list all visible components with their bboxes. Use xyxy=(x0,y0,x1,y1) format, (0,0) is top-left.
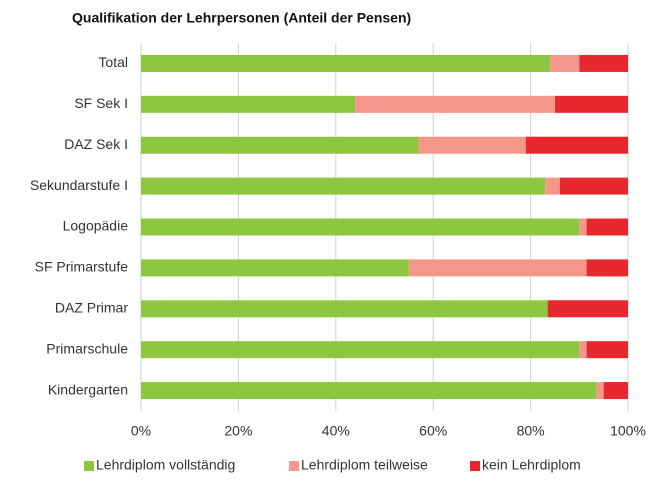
bar-segment xyxy=(559,177,628,195)
bar-segment xyxy=(141,218,580,236)
bar-segment xyxy=(545,177,560,195)
bar-segment xyxy=(355,95,555,113)
bar-segment xyxy=(141,177,546,195)
chart-title: Qualifikation der Lehrpersonen (Anteil d… xyxy=(72,10,411,26)
bar-segment xyxy=(547,300,628,318)
x-tick-label: 100% xyxy=(610,423,646,439)
bar-segment xyxy=(550,54,580,72)
legend-swatch xyxy=(84,461,94,471)
bar-segment xyxy=(579,54,628,72)
y-tick-label: Total xyxy=(98,54,128,70)
x-tick-label: 0% xyxy=(131,423,151,439)
y-tick-label: Logopädie xyxy=(63,218,129,234)
bar-segment xyxy=(554,95,628,113)
bar-segment xyxy=(603,382,628,400)
bar-segment xyxy=(141,54,551,72)
legend-label: kein Lehrdiplom xyxy=(482,457,581,473)
x-tick-label: 20% xyxy=(224,423,252,439)
bar-segment xyxy=(408,259,587,277)
bar-segment xyxy=(525,136,628,154)
bar-segment xyxy=(141,259,409,277)
bar-segment xyxy=(586,218,628,236)
y-tick-label: SF Primarstufe xyxy=(35,259,129,275)
y-tick-label: Sekundarstufe I xyxy=(30,177,128,193)
x-tick-label: 80% xyxy=(517,423,545,439)
legend-swatch xyxy=(289,461,299,471)
y-tick-label: SF Sek I xyxy=(74,95,128,111)
y-tick-label: Kindergarten xyxy=(48,381,128,397)
bar-segment xyxy=(579,218,587,236)
bar-segment xyxy=(596,382,604,400)
bar-segment xyxy=(141,382,597,400)
y-tick-label: Primarschule xyxy=(46,340,128,356)
y-tick-label: DAZ Sek I xyxy=(64,136,128,152)
bar-segment xyxy=(418,136,526,154)
bar-segment xyxy=(586,341,628,359)
x-tick-label: 60% xyxy=(419,423,447,439)
bar-segment xyxy=(141,136,419,154)
bar-segment xyxy=(141,95,356,113)
bar-segment xyxy=(586,259,628,277)
legend-label: Lehrdiplom vollständig xyxy=(96,457,235,473)
bar-segment xyxy=(141,341,580,359)
bar-segment xyxy=(141,300,548,318)
bar-segment xyxy=(579,341,587,359)
legend-label: Lehrdiplom teilweise xyxy=(301,457,428,473)
x-tick-label: 40% xyxy=(322,423,350,439)
y-tick-label: DAZ Primar xyxy=(55,299,128,315)
legend-swatch xyxy=(470,461,480,471)
